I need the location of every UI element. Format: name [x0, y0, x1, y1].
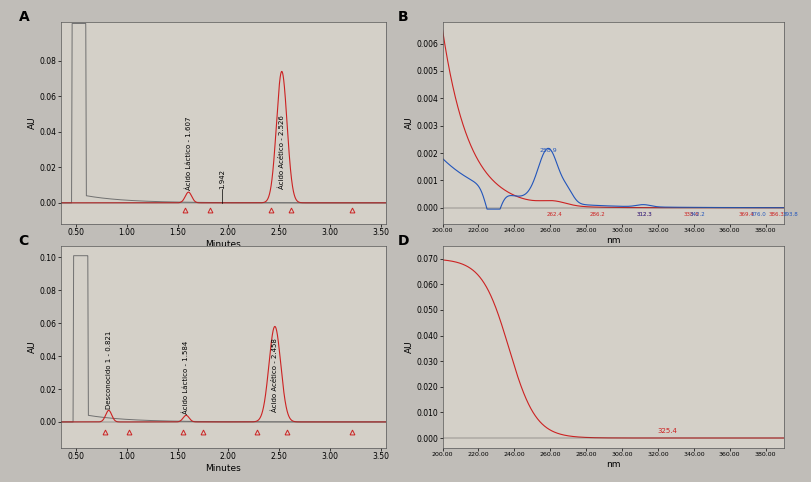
Text: 342.2: 342.2: [689, 212, 705, 217]
Text: 386.3: 386.3: [768, 212, 784, 217]
Text: Ácido Láctico - 1.607: Ácido Láctico - 1.607: [185, 117, 191, 190]
Text: Desconocido 1 - 0.821: Desconocido 1 - 0.821: [105, 330, 112, 409]
X-axis label: Minutes: Minutes: [205, 464, 241, 473]
X-axis label: nm: nm: [605, 460, 620, 469]
Text: 325.4: 325.4: [657, 428, 676, 434]
X-axis label: nm: nm: [605, 236, 620, 245]
Text: Ácido Acético - 2.458: Ácido Acético - 2.458: [271, 338, 278, 412]
Text: B: B: [397, 10, 408, 24]
Text: 286.2: 286.2: [589, 212, 604, 217]
Y-axis label: AU: AU: [28, 117, 37, 129]
Y-axis label: AU: AU: [28, 341, 37, 353]
Text: 376.0: 376.0: [749, 212, 766, 217]
Text: 312.3: 312.3: [636, 212, 651, 217]
X-axis label: Minutes: Minutes: [205, 240, 241, 249]
Text: C: C: [19, 234, 29, 248]
Text: A: A: [19, 10, 29, 24]
Text: 262.4: 262.4: [546, 212, 562, 217]
Text: 1.942: 1.942: [219, 169, 225, 188]
Text: 312.3: 312.3: [636, 212, 651, 217]
Text: D: D: [397, 234, 410, 248]
Text: 393.8: 393.8: [782, 212, 797, 217]
Text: 369.4: 369.4: [738, 212, 753, 217]
Text: 258.9: 258.9: [539, 148, 556, 153]
Text: Ácido Láctico - 1.584: Ácido Láctico - 1.584: [182, 340, 189, 414]
Y-axis label: AU: AU: [404, 341, 414, 353]
Text: 338.6: 338.6: [683, 212, 698, 217]
Y-axis label: AU: AU: [404, 117, 414, 129]
Text: Ácido Acético - 2.526: Ácido Acético - 2.526: [278, 115, 285, 188]
